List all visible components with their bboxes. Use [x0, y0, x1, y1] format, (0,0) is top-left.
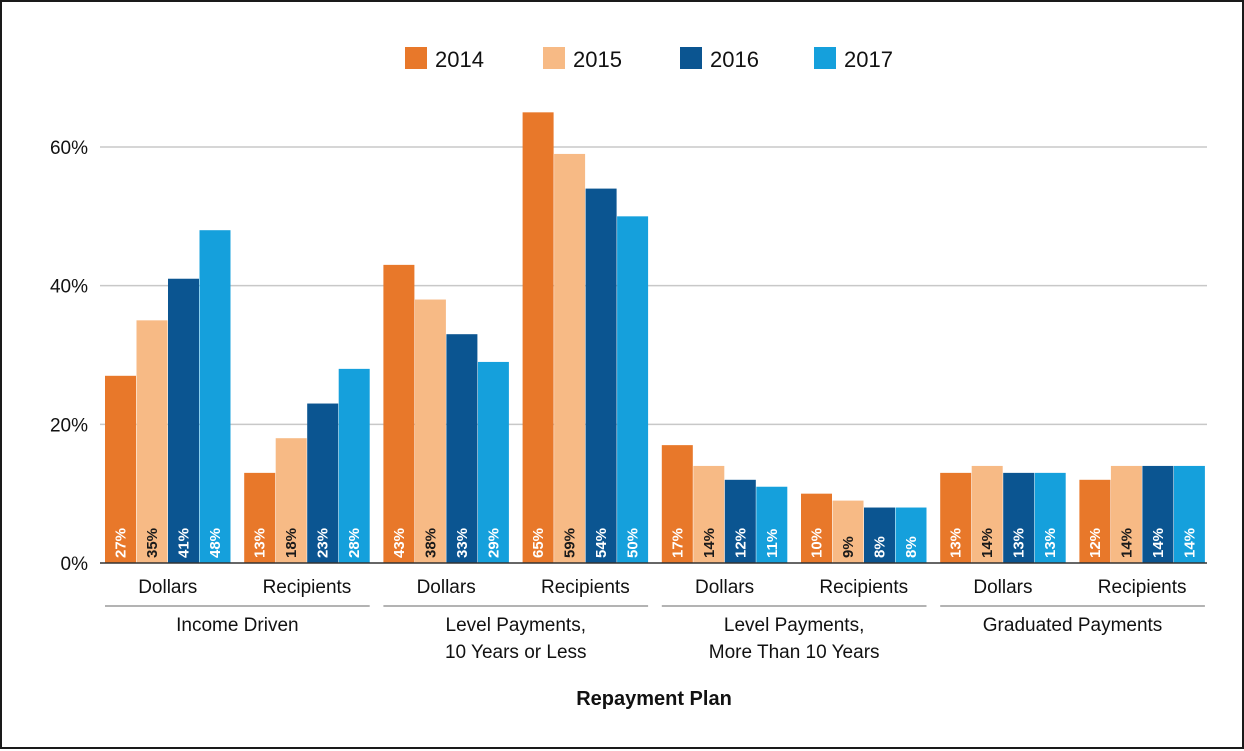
y-tick-label: 40% — [50, 277, 88, 298]
group-label: Graduated Payments — [983, 615, 1163, 636]
bar-2015[interactable] — [971, 465, 1003, 563]
y-tick-label: 20% — [50, 415, 88, 436]
legend-label: 2015 — [573, 47, 622, 72]
bar-value-label: 9% — [840, 536, 857, 558]
bar-value-label: 14% — [1181, 528, 1198, 558]
group-label: Income Driven — [176, 615, 299, 636]
bar-2017[interactable] — [617, 216, 649, 564]
bar-value-label: 13% — [948, 528, 965, 558]
legend-swatch-2017 — [814, 47, 836, 69]
x-tick-label: Dollars — [973, 577, 1032, 598]
bar-2017[interactable] — [1173, 465, 1205, 563]
bar-2017[interactable] — [895, 507, 927, 563]
bar-value-label: 14% — [1118, 528, 1135, 558]
bar-2014[interactable] — [522, 112, 554, 563]
x-tick-label: Dollars — [417, 577, 476, 598]
bar-value-label: 35% — [144, 528, 161, 558]
bar-2014[interactable] — [383, 264, 415, 563]
bar-2015[interactable] — [832, 500, 864, 563]
bar-value-label: 8% — [903, 536, 920, 558]
group-label: More Than 10 Years — [709, 642, 880, 663]
bar-2014[interactable] — [105, 375, 136, 563]
x-tick-label: Dollars — [138, 577, 197, 598]
bar-value-label: 14% — [979, 528, 996, 558]
x-tick-label: Recipients — [263, 577, 352, 598]
bar-value-label: 33% — [454, 528, 471, 558]
x-tick-label: Recipients — [1098, 577, 1187, 598]
bar-value-label: 10% — [809, 528, 826, 558]
bar-value-label: 23% — [315, 528, 332, 558]
bar-value-label: 50% — [625, 528, 642, 558]
bar-2015[interactable] — [1110, 465, 1142, 563]
bar-2015[interactable] — [275, 438, 307, 563]
bar-value-label: 27% — [113, 528, 130, 558]
bar-value-label: 65% — [530, 528, 547, 558]
bar-value-label: 8% — [872, 536, 889, 558]
bar-value-label: 54% — [593, 528, 610, 558]
x-tick-label: Dollars — [695, 577, 754, 598]
bar-2017[interactable] — [338, 368, 370, 563]
bar-2016[interactable] — [1003, 472, 1035, 563]
bar-2016[interactable] — [864, 507, 895, 563]
bar-2015[interactable] — [693, 465, 725, 563]
x-tick-label: Recipients — [819, 577, 908, 598]
bar-value-label: 43% — [391, 528, 408, 558]
bar-value-label: 59% — [562, 528, 579, 558]
bar-2016[interactable] — [585, 188, 617, 563]
bar-2016[interactable] — [724, 479, 756, 563]
bar-value-label: 12% — [732, 528, 749, 558]
bar-2016[interactable] — [307, 403, 339, 563]
x-axis-title: Repayment Plan — [576, 688, 732, 710]
x-tick-label: Recipients — [541, 577, 630, 598]
bar-value-label: 41% — [176, 528, 193, 558]
bar-2014[interactable] — [1079, 479, 1111, 563]
bar-value-label: 48% — [207, 528, 224, 558]
bar-2017[interactable] — [1034, 472, 1066, 563]
legend-swatch-2015 — [543, 47, 565, 69]
bar-value-label: 17% — [669, 528, 686, 558]
bar-value-label: 38% — [422, 528, 439, 558]
bar-value-label: 28% — [346, 528, 363, 558]
bar-value-label: 13% — [1011, 528, 1028, 558]
bar-2015[interactable] — [136, 320, 168, 563]
y-tick-label: 0% — [61, 554, 89, 575]
legend-label: 2017 — [844, 47, 893, 72]
bar-2015[interactable] — [414, 299, 446, 563]
bar-value-label: 14% — [1150, 528, 1167, 558]
bar-2014[interactable] — [244, 472, 276, 563]
legend-swatch-2016 — [680, 47, 702, 69]
bar-value-label: 12% — [1087, 528, 1104, 558]
bar-2016[interactable] — [446, 334, 478, 563]
bar-value-label: 29% — [485, 528, 502, 558]
legend-label: 2016 — [710, 47, 759, 72]
bar-2017[interactable] — [477, 361, 509, 563]
bar-value-label: 14% — [701, 528, 718, 558]
group-label: Level Payments, — [446, 615, 586, 636]
bar-value-label: 18% — [283, 528, 300, 558]
bar-2017[interactable] — [756, 486, 788, 563]
bar-2015[interactable] — [554, 153, 586, 563]
bar-value-label: 11% — [764, 529, 781, 558]
bar-2014[interactable] — [661, 445, 693, 563]
legend-label: 2014 — [435, 47, 484, 72]
bar-2017[interactable] — [199, 230, 231, 563]
bar-2016[interactable] — [1142, 465, 1174, 563]
group-label: Level Payments, — [724, 615, 864, 636]
bar-value-label: 13% — [1042, 528, 1059, 558]
legend-swatch-2014 — [405, 47, 427, 69]
bar-2014[interactable] — [801, 493, 832, 563]
y-tick-label: 60% — [50, 138, 88, 159]
group-label: 10 Years or Less — [445, 642, 587, 663]
bar-2016[interactable] — [168, 278, 199, 563]
bar-2014[interactable] — [940, 472, 972, 563]
bar-value-label: 13% — [252, 528, 269, 558]
